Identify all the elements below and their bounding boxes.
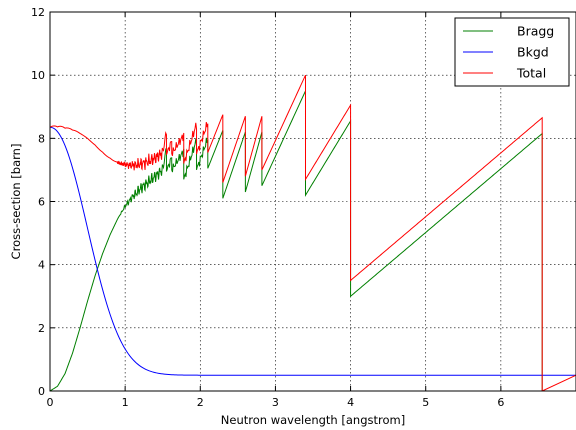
x-tick-label: 0 — [47, 396, 54, 409]
y-tick-label: 2 — [38, 322, 45, 335]
x-tick-label: 1 — [122, 396, 129, 409]
y-tick-label: 6 — [38, 196, 45, 209]
series-layer — [50, 74, 576, 391]
x-tick-label: 2 — [197, 396, 204, 409]
y-tick-label: 0 — [38, 385, 45, 398]
x-tick-label: 6 — [497, 396, 504, 409]
y-axis-label: Cross-section [barn] — [9, 144, 23, 260]
legend: Bragg Bkgd Total — [454, 17, 570, 87]
series-line-bragg — [50, 90, 576, 391]
y-tick-label: 4 — [38, 259, 45, 272]
x-axis-label: Neutron wavelength [angstrom] — [221, 413, 405, 427]
y-tick-label: 10 — [31, 69, 45, 82]
legend-label-total: Total — [516, 66, 546, 81]
x-tick-label: 4 — [347, 396, 354, 409]
series-line-bkgd — [50, 126, 576, 376]
y-tick-label: 8 — [38, 132, 45, 145]
legend-label-bragg: Bragg — [517, 24, 554, 39]
x-tick-label: 3 — [272, 396, 279, 409]
y-tick-label: 12 — [31, 6, 45, 19]
x-tick-label: 5 — [422, 396, 429, 409]
legend-label-bkgd: Bkgd — [517, 45, 549, 60]
series-line-total — [50, 74, 576, 391]
